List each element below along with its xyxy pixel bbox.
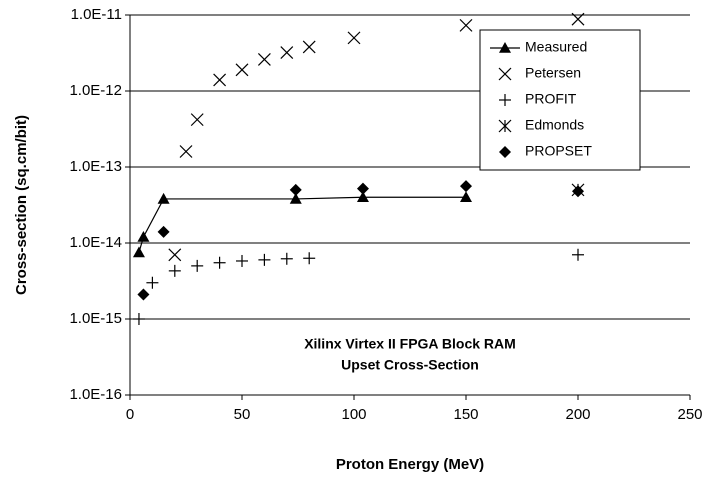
legend-marker xyxy=(498,67,512,81)
legend-marker xyxy=(498,119,512,133)
x-axis-title: Proton Energy (MeV) xyxy=(336,456,484,473)
marker xyxy=(572,185,584,198)
x-tick-label: 50 xyxy=(234,406,251,423)
y-tick-label: 1.0E-12 xyxy=(69,82,122,99)
legend-marker xyxy=(499,42,511,53)
marker xyxy=(213,256,226,269)
x-tick-label: 150 xyxy=(453,406,478,423)
legend-marker xyxy=(499,94,511,106)
y-tick-label: 1.0E-11 xyxy=(71,6,122,23)
marker xyxy=(459,18,473,32)
marker xyxy=(572,248,584,261)
marker xyxy=(168,264,181,277)
marker xyxy=(132,246,145,258)
legend-marker xyxy=(499,146,511,158)
legend-label: Edmonds xyxy=(525,117,584,133)
x-tick-label: 100 xyxy=(341,406,366,423)
marker xyxy=(280,46,294,60)
marker xyxy=(191,259,204,272)
marker xyxy=(137,288,150,301)
marker xyxy=(157,225,170,238)
x-tick-label: 250 xyxy=(677,406,702,423)
series-line xyxy=(138,196,466,253)
marker xyxy=(235,63,249,77)
marker xyxy=(179,145,193,158)
marker xyxy=(280,252,293,265)
legend-label: Measured xyxy=(525,39,587,55)
y-axis-title: Cross-section (sq.cm/bit) xyxy=(13,115,30,295)
annotation: Xilinx Virtex II FPGA Block RAM xyxy=(304,336,516,352)
marker xyxy=(460,180,472,193)
legend-label: Petersen xyxy=(525,65,581,81)
marker xyxy=(236,254,248,267)
marker xyxy=(302,40,316,54)
annotation: Upset Cross-Section xyxy=(341,357,479,373)
marker xyxy=(303,252,316,265)
legend-label: PROPSET xyxy=(525,143,592,159)
marker xyxy=(356,182,369,195)
marker xyxy=(347,31,361,45)
marker xyxy=(258,253,271,266)
marker xyxy=(146,276,159,289)
marker xyxy=(213,73,227,87)
marker xyxy=(137,230,150,242)
y-tick-label: 1.0E-13 xyxy=(69,158,122,175)
marker xyxy=(571,12,585,26)
marker xyxy=(289,192,302,204)
marker xyxy=(356,191,369,203)
marker xyxy=(289,183,302,196)
marker xyxy=(157,192,170,204)
legend-label: PROFIT xyxy=(525,91,577,107)
marker xyxy=(190,113,204,127)
y-tick-label: 1.0E-15 xyxy=(69,310,122,327)
marker xyxy=(132,313,145,325)
marker xyxy=(257,53,271,66)
marker xyxy=(168,248,182,262)
marker xyxy=(460,191,472,203)
legend: Measured Petersen PROFIT Edmonds PROPSET xyxy=(479,29,641,171)
x-tick-label: 200 xyxy=(565,406,590,423)
y-tick-label: 1.0E-16 xyxy=(69,386,122,403)
y-tick-label: 1.0E-14 xyxy=(69,234,122,251)
x-tick-label: 0 xyxy=(126,406,134,423)
